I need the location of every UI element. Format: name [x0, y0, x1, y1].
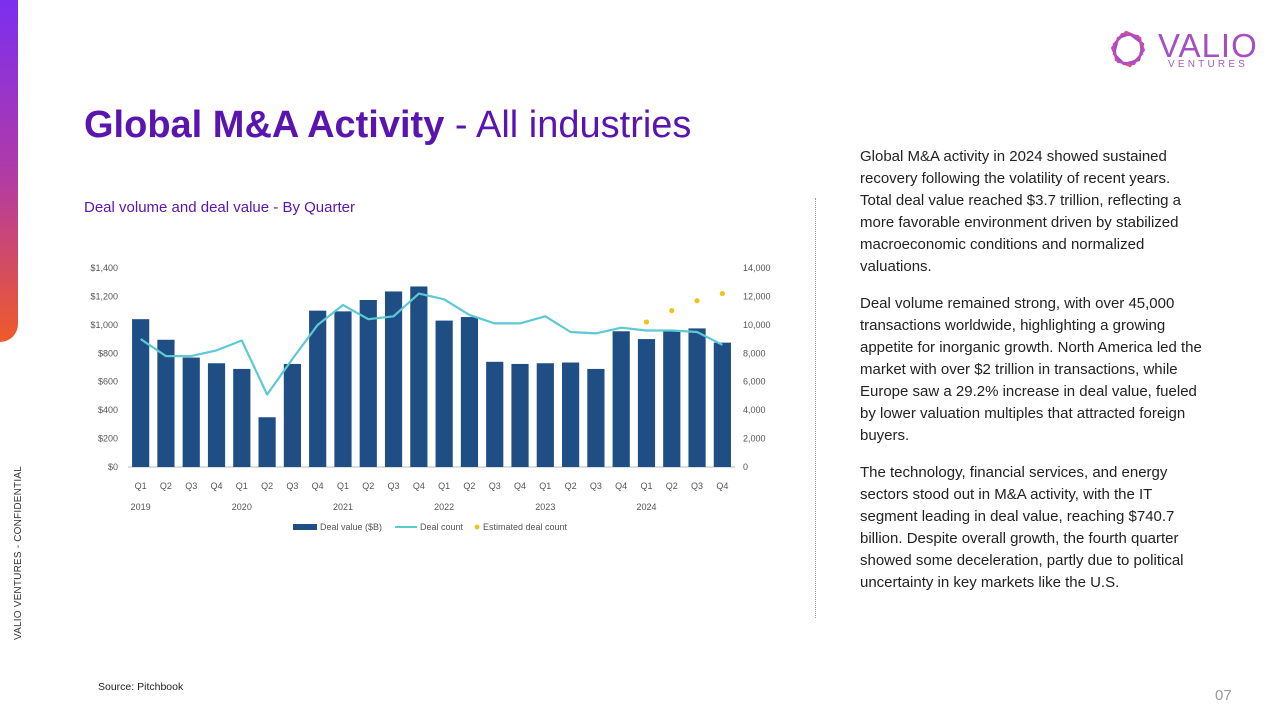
bar-deal-value: [637, 339, 656, 467]
x-year-label: 2021: [333, 502, 353, 512]
y-right-tick-label: 6,000: [743, 377, 766, 387]
point-estimated-deal-count: [694, 298, 700, 304]
x-tick-label: Q3: [388, 481, 400, 491]
title-light: - All industries: [444, 104, 692, 146]
ma-activity-chart: $0 $200 $400 $600 $800 $1,000 $1,200 $1,400 0 2,0…: [90, 263, 771, 532]
bar-deal-value: [384, 291, 403, 467]
bar-deal-value: [612, 331, 630, 467]
bar-deal-value: [486, 361, 504, 467]
x-year-label: 2019: [131, 502, 151, 512]
bar-deal-value: [460, 317, 479, 467]
x-year-label: 2024: [636, 502, 656, 512]
x-tick-label: Q2: [160, 481, 172, 491]
bar-deal-value: [359, 299, 377, 467]
x-tick-label: Q2: [565, 481, 577, 491]
legend-swatch-deal-value: [293, 524, 317, 530]
x-tick-label: Q1: [337, 481, 349, 491]
bar-deal-value: [182, 357, 200, 467]
source-note: Source: Pitchbook: [98, 681, 184, 693]
x-year-label: 2023: [535, 502, 555, 512]
commentary: Global M&A activity in 2024 showed susta…: [860, 146, 1205, 609]
bar-deal-value: [663, 331, 681, 467]
confidential-label: VALIO VENTURES - CONFIDENTIAL: [13, 466, 24, 640]
x-tick-label: Q4: [312, 481, 324, 491]
bar-deal-value: [233, 368, 251, 467]
y-left-tick-label: $1,400: [90, 263, 118, 273]
y-left-tick-label: $600: [98, 377, 118, 387]
bar-deal-value: [410, 286, 428, 467]
x-tick-label: Q4: [615, 481, 627, 491]
x-tick-label: Q4: [514, 481, 526, 491]
x-tick-label: Q2: [261, 481, 273, 491]
logo-sub: VENTURES: [1168, 59, 1249, 70]
chart-subtitle: Deal volume and deal value - By Quarter: [84, 199, 355, 216]
y-right-tick-label: 10,000: [743, 320, 771, 330]
bar-deal-value: [688, 328, 706, 467]
y-left-tick-label: $400: [98, 405, 118, 415]
commentary-paragraph: Global M&A activity in 2024 showed susta…: [860, 148, 1182, 275]
legend-label-deal-count: Deal count: [420, 522, 464, 532]
bar-deal-value: [334, 311, 352, 467]
x-tick-label: Q1: [438, 481, 450, 491]
dotted-divider: [815, 198, 816, 618]
line-deal-count: [139, 292, 723, 396]
x-tick-label: Q3: [185, 481, 197, 491]
x-tick-label: Q2: [463, 481, 475, 491]
logo-word: VALIO: [1158, 27, 1258, 64]
y-right-tick-label: 0: [743, 462, 748, 472]
legend-swatch-estimated: [474, 524, 480, 530]
accent-bar: [0, 0, 18, 342]
bar-deal-value: [435, 320, 453, 467]
y-left-tick-label: $1,000: [90, 320, 118, 330]
legend-label-estimated: Estimated deal count: [483, 522, 568, 532]
x-tick-label: Q3: [286, 481, 298, 491]
y-left-tick-label: $1,200: [90, 291, 118, 301]
y-left-tick-label: $0: [108, 462, 118, 472]
x-tick-label: Q4: [211, 481, 223, 491]
bar-deal-value: [157, 339, 175, 467]
point-estimated-deal-count: [669, 308, 675, 314]
y-left-tick-label: $800: [98, 348, 118, 358]
x-tick-label: Q4: [413, 481, 425, 491]
valio-logo: VALIO VENTURES: [1106, 27, 1258, 74]
bar-deal-value: [207, 363, 226, 467]
x-tick-label: Q1: [135, 481, 147, 491]
point-estimated-deal-count: [643, 319, 650, 325]
x-year-label: 2020: [232, 502, 252, 512]
commentary-paragraph: Deal volume remained strong, with over 4…: [860, 295, 1202, 444]
page-number: 07: [1215, 687, 1232, 704]
x-tick-label: Q1: [539, 481, 551, 491]
x-tick-label: Q2: [666, 481, 678, 491]
bar-deal-value: [283, 363, 301, 467]
y-right-tick-label: 2,000: [743, 434, 766, 444]
logo-hexagon-icon: [1110, 30, 1146, 68]
bar-deal-value: [587, 368, 605, 467]
title-bold: Global M&A Activity: [84, 104, 445, 146]
bar-deal-value: [258, 417, 276, 467]
page-title: Global M&A Activity - All industries: [84, 102, 691, 148]
y-right-tick-label: 12,000: [743, 291, 771, 301]
x-tick-label: Q2: [362, 481, 374, 491]
x-tick-label: Q3: [590, 481, 602, 491]
bar-deal-value: [511, 363, 529, 467]
x-tick-label: Q3: [691, 481, 703, 491]
commentary-paragraph: The technology, financial services, and …: [860, 464, 1184, 591]
bar-deal-value: [132, 319, 150, 467]
y-right-tick-label: 8,000: [743, 348, 766, 358]
bar-deal-value: [562, 362, 580, 467]
x-year-label: 2022: [434, 502, 454, 512]
bar-deal-value: [536, 363, 554, 467]
y-right-tick-label: 14,000: [743, 263, 771, 273]
y-left-tick-label: $200: [98, 434, 118, 444]
legend-label-deal-value: Deal value ($B): [320, 522, 382, 532]
x-tick-label: Q1: [236, 481, 248, 491]
y-right-tick-label: 4,000: [743, 405, 766, 415]
bar-deal-value: [309, 310, 327, 467]
bar-deal-value: [713, 342, 731, 467]
x-tick-label: Q1: [640, 481, 652, 491]
point-estimated-deal-count: [719, 290, 725, 297]
x-tick-label: Q3: [489, 481, 501, 491]
x-tick-label: Q4: [716, 481, 728, 491]
